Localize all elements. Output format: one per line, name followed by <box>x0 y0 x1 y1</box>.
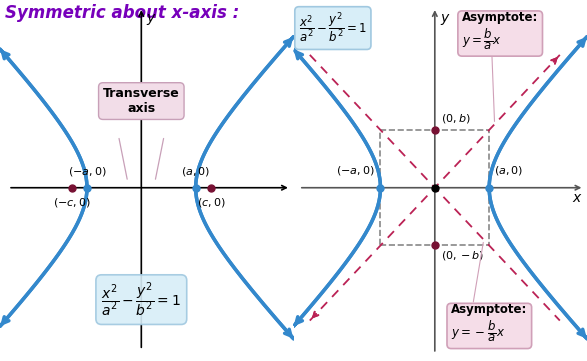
Text: x: x <box>572 191 581 205</box>
Text: $\dfrac{x^2}{a^2} - \dfrac{y^2}{b^2} = 1$: $\dfrac{x^2}{a^2} - \dfrac{y^2}{b^2} = 1… <box>299 11 367 45</box>
Text: Asymptote:
$y = \dfrac{b}{a}x$: Asymptote: $y = \dfrac{b}{a}x$ <box>462 11 538 52</box>
Text: $(0, -b)$: $(0, -b)$ <box>441 249 485 262</box>
Text: $\dfrac{x^2}{a^2} - \dfrac{y^2}{b^2} = 1$: $\dfrac{x^2}{a^2} - \dfrac{y^2}{b^2} = 1… <box>102 280 181 319</box>
Text: $(0, b)$: $(0, b)$ <box>441 112 471 125</box>
Text: $(a, 0)$: $(a, 0)$ <box>494 164 523 177</box>
Text: $(c, 0)$: $(c, 0)$ <box>197 196 225 209</box>
Text: y: y <box>147 11 155 25</box>
Text: $(-c, 0)$: $(-c, 0)$ <box>53 196 91 209</box>
Text: $(a, 0)$: $(a, 0)$ <box>181 165 210 178</box>
Text: $(-a, 0)$: $(-a, 0)$ <box>336 164 375 177</box>
Text: Transverse
axis: Transverse axis <box>103 87 180 115</box>
Text: $(-a, 0)$: $(-a, 0)$ <box>68 165 106 178</box>
Text: y: y <box>440 11 448 25</box>
Text: Symmetric about x-axis :: Symmetric about x-axis : <box>5 4 239 22</box>
Text: Asymptote:
$y = -\dfrac{b}{a}x$: Asymptote: $y = -\dfrac{b}{a}x$ <box>451 303 528 344</box>
